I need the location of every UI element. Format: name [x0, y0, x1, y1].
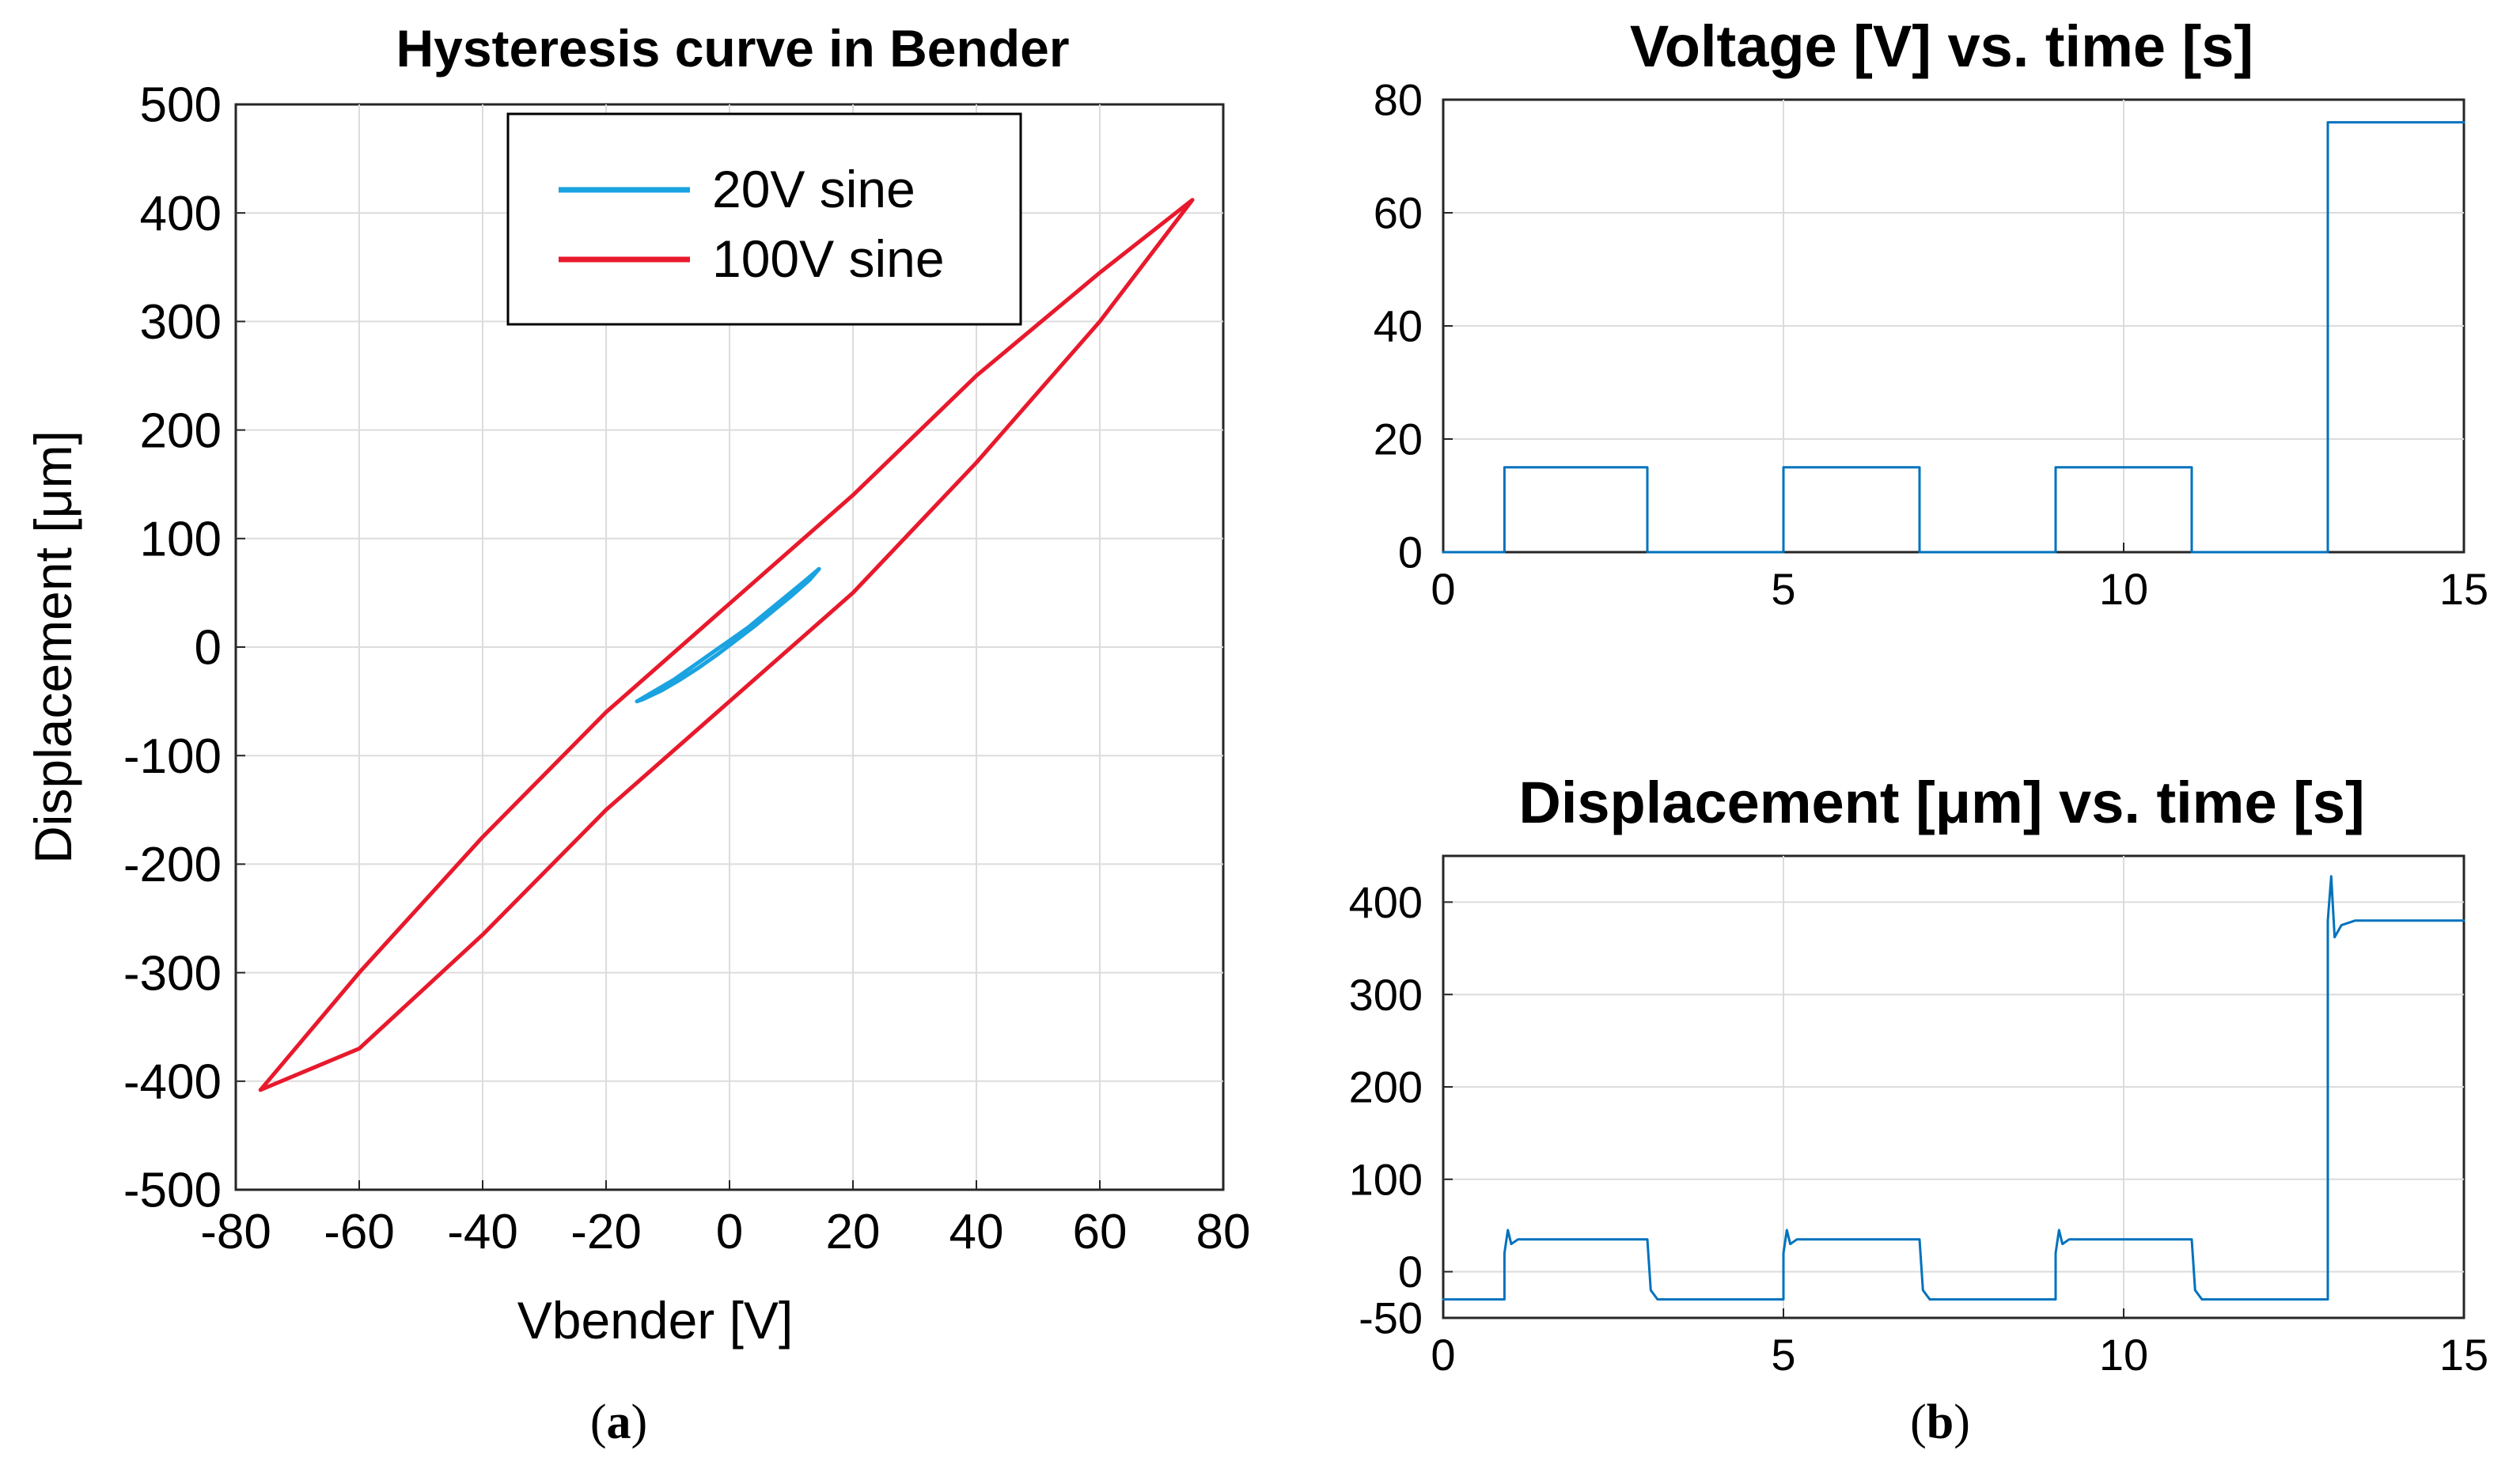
legend-box	[506, 112, 1022, 326]
hysteresis-x-ticks: -80 -60 -40 -20 0 20 40 60 80	[200, 1180, 1250, 1259]
hysteresis-legend: 20V sine 100V sine	[506, 112, 1022, 326]
displacement-grid	[1443, 856, 2464, 1318]
displacement-y-ticks: -500 100 200 300 400	[1349, 877, 1453, 1343]
y-tick-label: 0	[195, 621, 222, 676]
y-tick-label: 300	[1349, 970, 1423, 1020]
x-tick-label: 10	[2099, 1330, 2148, 1380]
x-tick-label: -80	[200, 1205, 271, 1259]
y-tick-label: -500	[123, 1164, 222, 1218]
y-tick-label: 80	[1374, 75, 1423, 125]
voltage-x-ticks: 0 5 10 15	[1431, 543, 2488, 614]
y-tick-label: 300	[140, 295, 222, 350]
y-tick-label: 200	[1349, 1062, 1423, 1112]
voltage-panel: Voltage [V] vs. time [s] 0 5 10 15 0 20 40 60 8…	[1374, 13, 2488, 614]
x-tick-label: 20	[826, 1205, 881, 1259]
x-tick-label: 0	[1431, 564, 1455, 614]
voltage-title: Voltage [V] vs. time [s]	[1630, 13, 2253, 79]
hysteresis-grid	[236, 104, 1223, 1190]
caption-a: (a)	[590, 1395, 647, 1449]
y-tick-label: 100	[140, 513, 222, 567]
y-tick-label: 100	[1349, 1154, 1423, 1204]
hysteresis-y-label: Displacement [μm]	[24, 430, 82, 864]
x-tick-label: -40	[447, 1205, 518, 1259]
displacement-title: Displacement [μm] vs. time [s]	[1518, 770, 2364, 835]
displacement-x-ticks: 0 5 10 15	[1431, 1308, 2488, 1380]
y-tick-label: 0	[1398, 528, 1423, 577]
y-tick-label: 400	[1349, 877, 1423, 927]
y-tick-label: 40	[1374, 301, 1423, 351]
y-tick-label: 60	[1374, 188, 1423, 238]
y-tick-label: 200	[140, 403, 222, 458]
x-tick-label: 15	[2439, 564, 2488, 614]
y-tick-label: -300	[123, 946, 222, 1001]
x-tick-label: 5	[1771, 1330, 1795, 1380]
legend-label-100v-sine: 100V sine	[712, 229, 945, 288]
hysteresis-title: Hysteresis curve in Bender	[396, 19, 1069, 78]
voltage-series	[1442, 121, 2465, 554]
displacement-panel: Displacement [μm] vs. time [s] 0 5 10 15 -5…	[1349, 770, 2489, 1449]
x-tick-label: 60	[1073, 1205, 1128, 1259]
y-tick-label: 500	[140, 78, 222, 133]
voltage-y-ticks: 0 20 40 60 80	[1374, 75, 1453, 577]
y-tick-label: -50	[1359, 1293, 1423, 1343]
y-tick-label: -200	[123, 838, 222, 892]
x-tick-label: 80	[1196, 1205, 1251, 1259]
hysteresis-y-ticks: -500 -400 -300 -200 -100 0 100 200 300 400 500	[123, 78, 245, 1218]
y-tick-label: -100	[123, 729, 222, 784]
hysteresis-x-label: Vbender [V]	[517, 1291, 794, 1350]
x-tick-label: 15	[2439, 1330, 2488, 1380]
voltage-grid	[1443, 100, 2464, 552]
series-line-20v-sine	[635, 566, 821, 704]
x-tick-label: 5	[1771, 564, 1795, 614]
x-tick-label: -20	[570, 1205, 642, 1259]
series-line-voltage	[1442, 121, 2465, 554]
hysteresis-series	[258, 198, 1195, 1092]
y-tick-label: 400	[140, 187, 222, 241]
x-tick-label: 0	[716, 1205, 743, 1259]
legend-label-20v-sine: 20V sine	[712, 160, 915, 218]
y-tick-label: 20	[1374, 415, 1423, 464]
series-line-displacement	[1442, 875, 2465, 1301]
y-tick-label: -400	[123, 1055, 222, 1110]
y-tick-label: 0	[1398, 1247, 1423, 1297]
x-tick-label: -60	[324, 1205, 395, 1259]
series-line-100v-sine	[258, 198, 1195, 1092]
x-tick-label: 0	[1431, 1330, 1455, 1380]
hysteresis-panel: Hysteresis curve in Bender -80 -60 -40 -20 0…	[24, 19, 1250, 1449]
displacement-series	[1442, 875, 2465, 1301]
x-tick-label: 10	[2099, 564, 2148, 614]
x-tick-label: 40	[949, 1205, 1004, 1259]
caption-b: (b)	[1910, 1395, 1970, 1449]
